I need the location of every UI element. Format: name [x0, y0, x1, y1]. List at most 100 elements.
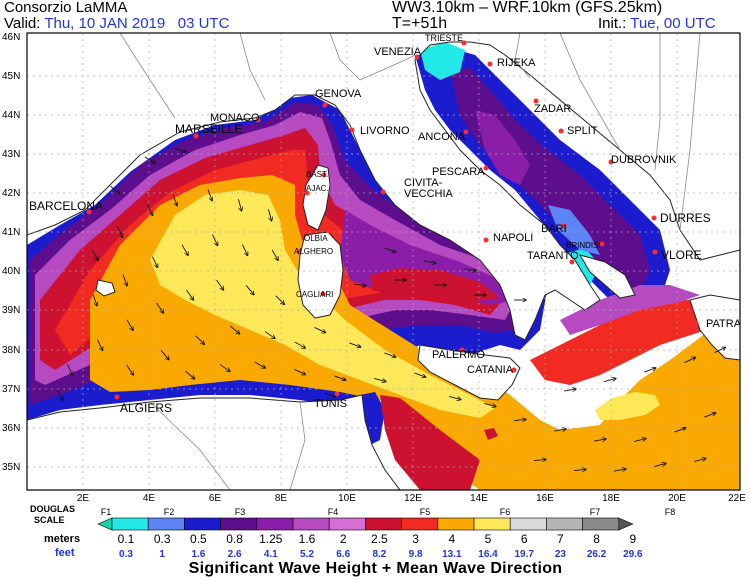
wave-arrow	[554, 429, 566, 431]
city-label: BRINDISI	[566, 241, 601, 250]
lon-label: 20E	[668, 493, 686, 504]
lon-label: 2E	[77, 493, 90, 504]
wave-arrow	[160, 350, 169, 359]
lat-label: 35N	[2, 462, 20, 473]
lat-label: 46N	[2, 32, 20, 43]
meters-label: meters	[44, 533, 80, 545]
city-label: VENEZIA	[374, 46, 422, 58]
wave-arrow	[644, 368, 655, 373]
wave-arrow	[122, 274, 127, 285]
feet-value: 6.6	[336, 549, 350, 560]
meter-value: 0.3	[154, 532, 171, 546]
wave-arrow	[714, 347, 726, 353]
meter-value: 0.5	[190, 532, 207, 546]
wave-arrow	[185, 370, 194, 379]
lat-lon-grid	[27, 33, 740, 490]
force-label: F4	[328, 507, 339, 517]
wave-arrow	[604, 378, 616, 382]
wave-arrow	[230, 325, 239, 334]
legend-swatch	[509, 517, 547, 531]
meter-value: 2.5	[371, 532, 388, 546]
wave-arrow	[614, 469, 626, 471]
wave-arrow	[294, 341, 305, 348]
land-sardinia	[297, 231, 344, 319]
meter-value: 9	[629, 532, 636, 546]
legend-scale-title: SCALE	[34, 515, 65, 525]
force-label: F1	[101, 507, 112, 517]
meter-value: 0.1	[118, 532, 135, 546]
sea-band-ionian-red	[530, 300, 740, 385]
lon-label: 18E	[602, 493, 620, 504]
wave-arrow	[117, 226, 122, 238]
wave-arrow	[56, 389, 63, 400]
wave-arrow	[684, 357, 696, 363]
feet-value: 5.2	[300, 549, 314, 560]
meter-value: 5	[485, 532, 492, 546]
wave-arrow	[271, 249, 278, 260]
land-malta	[484, 428, 498, 440]
city-label: TRIESTE	[425, 33, 463, 43]
meter-value: 8	[593, 532, 600, 546]
legend-swatch	[365, 517, 402, 531]
wave-arrow	[513, 419, 526, 420]
city-labels: TRIESTE VENEZIA RIJEKA GENOVA ZADAR MONA…	[29, 33, 740, 415]
lat-label: 42N	[2, 188, 20, 199]
wave-arrow	[264, 331, 275, 339]
meter-value: 1.6	[299, 532, 316, 546]
legend-scale-title: DOUGLAS	[30, 504, 75, 514]
land-sicily	[417, 344, 521, 401]
city-label: ALGIERS	[120, 401, 172, 415]
city-label: SPLIT	[567, 125, 598, 137]
map-area: TRIESTE VENEZIA RIJEKA GENOVA ZADAR MONA…	[27, 33, 740, 490]
wave-arrow	[92, 294, 97, 305]
land-africa	[27, 394, 401, 490]
footer-title: Significant Wave Height + Mean Wave Dire…	[188, 560, 563, 577]
city-label: OLBIA	[304, 234, 328, 243]
wave-arrow	[294, 369, 306, 374]
force-label: F8	[665, 507, 676, 517]
city-label: VECCHIA	[404, 188, 454, 200]
sea-band-adriatic-lightblue	[548, 205, 600, 255]
valid-row: Valid: Thu, 10 JAN 2019 03 UTC	[4, 15, 229, 32]
init-row: Init.: Tue, 00 UTC	[598, 15, 716, 32]
lat-axis: 46N 45N 44N 43N 42N 41N 40N 39N 38N 37N …	[2, 32, 20, 473]
wave-arrow	[238, 199, 241, 211]
wave-arrow	[449, 396, 461, 399]
valid-label: Valid:	[4, 15, 41, 32]
wave-arrow	[374, 378, 386, 381]
sea-band-adriatic-inner	[475, 110, 530, 185]
land-heel	[578, 254, 636, 299]
sea-band-ionian-purple	[560, 285, 700, 335]
feet-value: 0.3	[119, 549, 133, 560]
land-balearic	[95, 279, 116, 297]
feet-label: feet	[55, 547, 75, 559]
city-label: DURRES	[660, 211, 711, 225]
city-label: LIVORNO	[360, 125, 410, 137]
country-borders	[119, 33, 701, 490]
feet-value: 16.4	[478, 549, 498, 560]
city-label: PALERMO	[432, 349, 485, 361]
meter-value: 2	[340, 532, 347, 546]
city-label: RIJEKA	[497, 57, 536, 69]
force-label: F7	[590, 507, 601, 517]
org-title: Consorzio LaMMA	[4, 0, 128, 16]
lat-label: 36N	[2, 423, 20, 434]
legend-swatch	[97, 517, 113, 531]
wave-arrow	[268, 209, 271, 221]
wave-arrow	[216, 279, 224, 290]
lon-label: 14E	[470, 493, 488, 504]
feet-value: 8.2	[372, 549, 386, 560]
city-label: AJAC.	[306, 184, 329, 193]
wave-arrow	[704, 413, 715, 418]
city-label: CAGLIARI	[296, 290, 333, 299]
wave-arrow	[349, 342, 360, 347]
force-label: F6	[500, 507, 511, 517]
lat-label: 43N	[2, 149, 20, 160]
wave-arrow	[156, 302, 164, 313]
wave-direction-arrows	[56, 147, 726, 471]
wave-arrow	[126, 364, 134, 375]
wave-arrow	[354, 284, 366, 286]
meter-value: 0.8	[226, 532, 243, 546]
wave-arrow	[207, 189, 212, 200]
feet-value: 2.6	[228, 549, 242, 560]
